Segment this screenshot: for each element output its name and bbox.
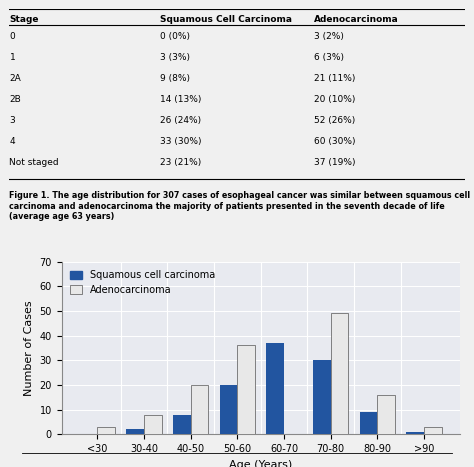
- Text: 2A: 2A: [9, 74, 21, 83]
- Text: 9 (8%): 9 (8%): [160, 74, 190, 83]
- Bar: [173, 415, 191, 434]
- Bar: [360, 412, 377, 434]
- Bar: [313, 360, 331, 434]
- Text: 60 (30%): 60 (30%): [314, 137, 356, 146]
- Bar: [219, 385, 237, 434]
- Text: Squamous Cell Carcinoma: Squamous Cell Carcinoma: [160, 14, 292, 24]
- Text: 52 (26%): 52 (26%): [314, 116, 356, 125]
- Bar: [377, 395, 395, 434]
- X-axis label: Age (Years): Age (Years): [229, 460, 292, 467]
- Text: 37 (19%): 37 (19%): [314, 158, 356, 167]
- Bar: [144, 415, 162, 434]
- Text: 21 (11%): 21 (11%): [314, 74, 356, 83]
- Text: Figure 1. The age distribution for 307 cases of esophageal cancer was similar be: Figure 1. The age distribution for 307 c…: [9, 191, 471, 221]
- Bar: [237, 346, 255, 434]
- Text: Adenocarcinoma: Adenocarcinoma: [314, 14, 399, 24]
- Text: 1: 1: [9, 53, 15, 63]
- Text: 6 (3%): 6 (3%): [314, 53, 344, 63]
- Text: 0: 0: [9, 32, 15, 42]
- Bar: [331, 313, 348, 434]
- Legend: Squamous cell carcinoma, Adenocarcinoma: Squamous cell carcinoma, Adenocarcinoma: [66, 266, 219, 299]
- Text: 3 (2%): 3 (2%): [314, 32, 344, 42]
- Y-axis label: Number of Cases: Number of Cases: [24, 300, 34, 396]
- Bar: [266, 343, 284, 434]
- Text: 3 (3%): 3 (3%): [160, 53, 190, 63]
- Text: 33 (30%): 33 (30%): [160, 137, 201, 146]
- Bar: [127, 429, 144, 434]
- Text: 4: 4: [9, 137, 15, 146]
- Text: 14 (13%): 14 (13%): [160, 95, 201, 104]
- Text: 0 (0%): 0 (0%): [160, 32, 190, 42]
- Text: 20 (10%): 20 (10%): [314, 95, 356, 104]
- Bar: [406, 432, 424, 434]
- Text: 3: 3: [9, 116, 15, 125]
- Bar: [98, 427, 115, 434]
- Text: Not staged: Not staged: [9, 158, 59, 167]
- Bar: [191, 385, 209, 434]
- Text: Stage: Stage: [9, 14, 39, 24]
- Text: 26 (24%): 26 (24%): [160, 116, 201, 125]
- Text: 23 (21%): 23 (21%): [160, 158, 201, 167]
- Text: 2B: 2B: [9, 95, 21, 104]
- Bar: [424, 427, 442, 434]
